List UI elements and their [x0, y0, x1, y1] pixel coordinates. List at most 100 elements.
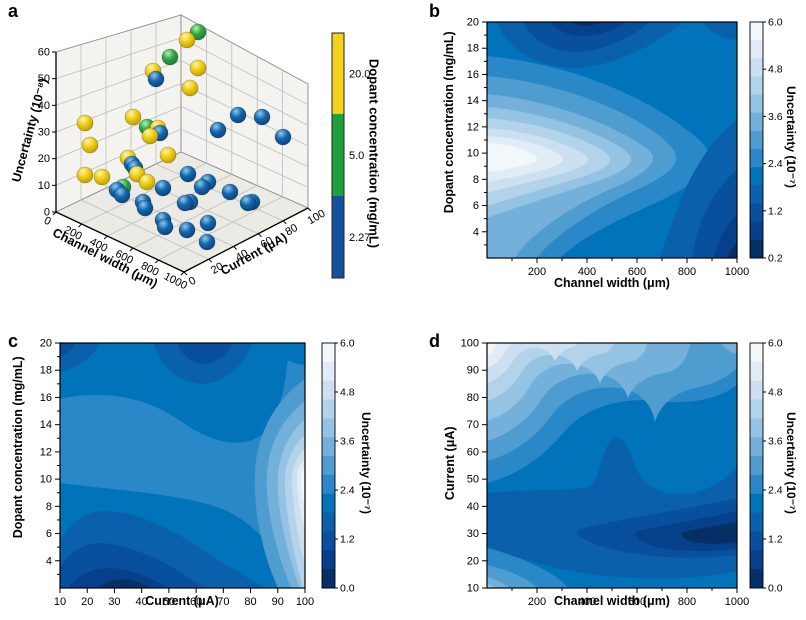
tick-label: 20 [40, 338, 52, 350]
tick-label: 18 [40, 365, 52, 377]
panel-d-x-axis-title: Channel width (μm) [554, 594, 670, 608]
panel-b-x-axis-title: Channel width (μm) [554, 276, 670, 290]
panel-a-label: a [8, 1, 19, 21]
colorbar-frame [321, 342, 336, 589]
panel-d-label: d [429, 331, 440, 351]
tick-label: 40 [38, 100, 50, 112]
data-point-sphere [189, 23, 207, 41]
colorbar-segment [750, 474, 763, 495]
axis-line [55, 211, 185, 273]
data-point-sphere [274, 128, 292, 146]
tick-label: 50 [38, 73, 50, 85]
colorbar-tick-label: 6.0 [768, 17, 783, 29]
colorbar-segment [322, 399, 335, 419]
tick-label: 50 [163, 596, 175, 608]
colorbar-segment [750, 112, 763, 132]
tick-label: 400 [578, 596, 596, 608]
colorbar-segment [750, 58, 763, 77]
tick-label: 0 [44, 207, 50, 219]
panel-d-colorbar-title: Uncertainty (10⁻⁷) [784, 412, 798, 514]
data-point-sphere [76, 166, 94, 184]
grid-line [180, 37, 309, 106]
tick-label: 200 [528, 596, 546, 608]
contour-plot-b: 200 400 600 800 1000 4 6 8 10 12 14 16 18 20 6.0 4.8 3.6… [467, 17, 783, 279]
tick-label: 12 [467, 121, 479, 133]
grid-line [180, 105, 309, 168]
grid-line [55, 83, 182, 133]
tick-label: 14 [467, 95, 479, 107]
data-point-sphere [156, 218, 174, 236]
data-point-sphere [81, 136, 99, 154]
grid-line [155, 163, 284, 222]
colorbar-tick-label: 1.2 [340, 534, 355, 546]
colorbar-segment [750, 203, 763, 223]
data-point-sphere [113, 186, 131, 204]
colorbar-segment [750, 512, 763, 532]
tick-label: 70 [467, 419, 479, 431]
tick-label: 200 [528, 266, 546, 278]
tick-label: 10 [38, 180, 50, 192]
tick-label: 60 [467, 446, 479, 458]
panel-c-x-axis-title: Current (μA) [145, 594, 219, 608]
colorbar-segment [750, 550, 763, 570]
colorbar-tick-label: 0.0 [768, 583, 783, 595]
tick-label: 40 [136, 596, 148, 608]
data-point-sphere [76, 114, 94, 132]
tick-label: 40 [467, 501, 479, 513]
tick-label: 60 [190, 596, 202, 608]
colorbar-segment [332, 113, 344, 196]
colorbar-segment [750, 130, 763, 150]
data-point-sphere [209, 121, 227, 139]
data-point-sphere [193, 178, 211, 196]
colorbar-segment [750, 185, 763, 205]
tick-label: 100 [461, 338, 479, 350]
tick-label: 14 [40, 419, 52, 431]
tick-label: 20 [467, 17, 479, 29]
panel-b-label: b [429, 1, 440, 21]
colorbar-tick-label: 3.6 [340, 436, 355, 448]
colorbar-tick-label: 2.4 [340, 485, 355, 497]
colorbar-segment [750, 76, 763, 96]
axes-b: 200 400 600 800 1000 4 6 8 10 12 14 16 18 20 6.0 4.8 3.6… [467, 17, 783, 279]
colorbar-segment [750, 167, 763, 186]
tick-label: 20 [81, 596, 93, 608]
data-point-sphere [229, 106, 247, 124]
colorbar-segment [750, 22, 763, 41]
colorbar-segment [332, 33, 344, 114]
axes-c: 10 20 30 40 50 60 70 80 90 100 4 6 8 10 12 14 16 18 20 6.0 4… [40, 338, 355, 609]
colorbar-tick-label: 0.0 [340, 583, 355, 595]
grid-line [158, 196, 283, 261]
tick-label: 30 [38, 127, 50, 139]
data-point-sphere [93, 168, 111, 186]
grid-line [80, 199, 209, 260]
axes-d: 200 400 600 800 1000 10 20 30 40 50 60 70 80 90 100 6.0… [461, 338, 783, 609]
colorbar-tick-label: 0.2 [768, 253, 783, 265]
colorbar-tick-label: 6.0 [340, 338, 355, 350]
colorbar-tick-label: 4.8 [768, 64, 783, 76]
data-point-sphere [176, 194, 194, 212]
tick-label: 600 [628, 266, 646, 278]
contour-bands-c [60, 343, 305, 588]
data-point-sphere [159, 146, 177, 164]
colorbar-segment [322, 380, 335, 401]
tick-label: 10 [467, 583, 479, 595]
tick-label: 1000 [725, 266, 749, 278]
panel-d-y-axis-title: Current (μA) [442, 426, 457, 501]
tick-label: 1000 [725, 596, 749, 608]
data-point-sphere [136, 199, 154, 217]
tick-label: 16 [40, 392, 52, 404]
tick-label: 8 [473, 174, 479, 186]
colorbar-segment [332, 195, 344, 278]
tick-label: 100 [296, 596, 314, 608]
data-point-sphere [199, 214, 217, 232]
data-point-sphere [138, 173, 156, 191]
tick-label: 20 [38, 153, 50, 165]
colorbar-tick-label: 4.8 [768, 387, 783, 399]
colorbar-tick-label: 2.4 [768, 485, 783, 497]
tick-label: 50 [467, 474, 479, 486]
colorbar-segment [750, 531, 763, 551]
colorbar-tick-label: 1.2 [768, 205, 783, 217]
contour-bands-b [487, 22, 737, 258]
data-point-sphere [253, 108, 271, 126]
